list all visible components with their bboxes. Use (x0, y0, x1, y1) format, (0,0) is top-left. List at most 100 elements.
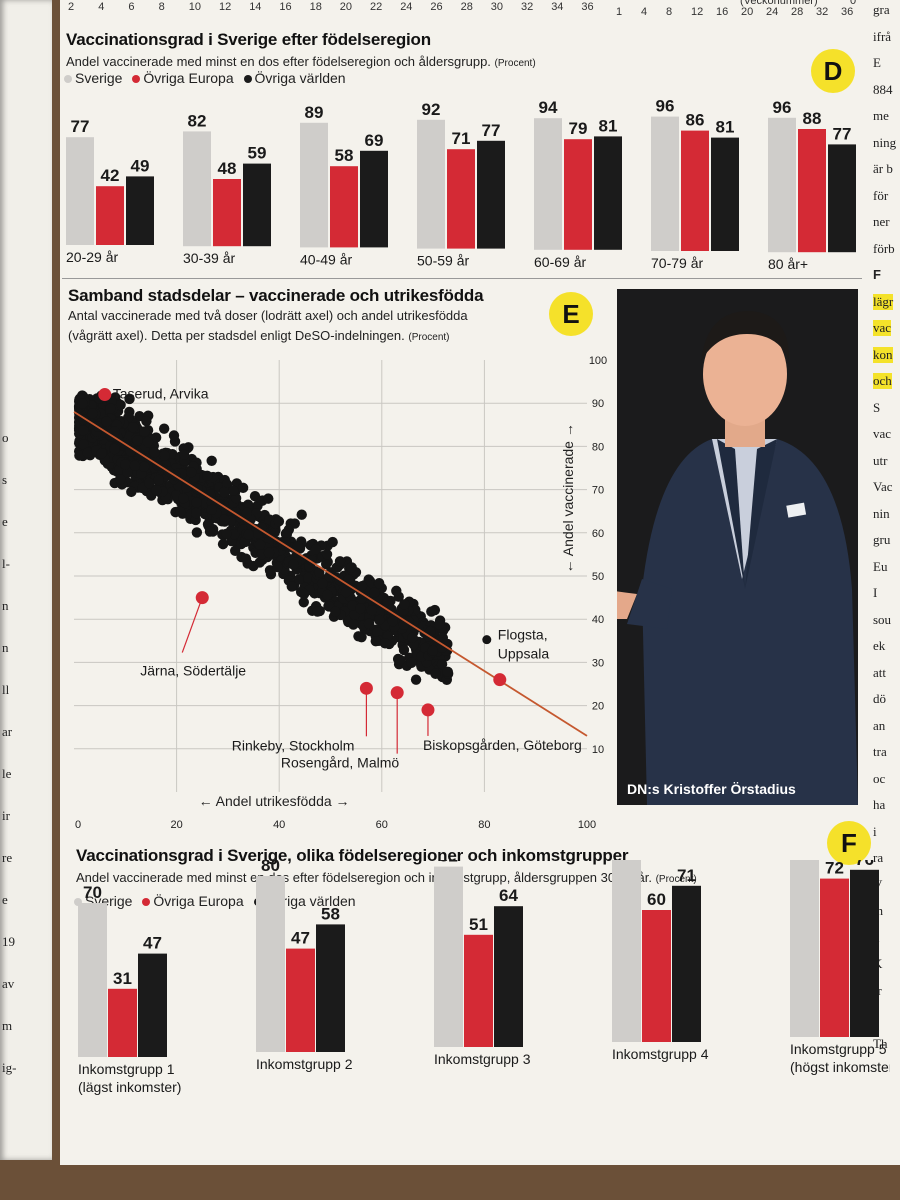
scatter-point (426, 606, 437, 617)
reporter-photo: DN:s Kristoffer Örstadius (617, 289, 858, 805)
right-column-fragment: att (873, 664, 886, 680)
legend-dot-varlden (243, 74, 252, 83)
scatter-point (353, 631, 364, 642)
left-page-fragment: o (2, 430, 9, 445)
scatter-point (427, 645, 439, 656)
bar-övriga-världen (477, 140, 505, 249)
scatter-point (78, 439, 89, 450)
legend-f-varlden: Övriga världen (264, 893, 356, 909)
top-tick-label: 32 (521, 1, 534, 13)
chart-f: 70 31 47 Inkomstgrupp 1 (lägst inkomster) 80 4… (78, 860, 890, 1095)
left-page-fragment: ll (2, 682, 10, 697)
right-column-fragment: gru (873, 532, 891, 547)
right-column-fragment: vac (873, 320, 892, 336)
scatter-point (191, 527, 203, 538)
left-page-fragment: n (2, 598, 9, 613)
highlight-point (421, 703, 435, 717)
week-tick-label: 8 (666, 6, 673, 18)
legend-sverige: Sverige (75, 70, 123, 86)
bar-övriga-världen (494, 906, 523, 1047)
scatter-point (434, 618, 445, 630)
bar-sverige (66, 137, 94, 245)
scatter-point (78, 425, 89, 436)
bar-value-label: 94 (539, 100, 558, 117)
left-page-fragment: av (2, 976, 15, 991)
scatter-point (230, 545, 241, 557)
right-column-fragment: dö (873, 691, 886, 706)
top-tick-label: 16 (279, 1, 292, 13)
top-tick-label: 12 (219, 1, 232, 13)
top-tick-label: 30 (490, 1, 504, 13)
scatter-point (322, 589, 333, 601)
right-column-fragment: Vac (873, 479, 893, 494)
left-page-fragment: s (2, 472, 8, 487)
bar-övriga-europa (108, 988, 137, 1057)
scatter-point (407, 632, 418, 643)
bar-value-label: 48 (218, 159, 237, 178)
scatter-point (124, 393, 135, 405)
section-e-subtitle-2: (vågrätt axel). Detta per stadsdel enlig… (68, 328, 450, 343)
section-e-subtitle-1: Antal vaccinerade med två doser (lodrätt… (68, 308, 468, 323)
scatter-point (206, 455, 217, 466)
scatter-point (228, 529, 240, 540)
bar-sverige (534, 118, 562, 250)
x-axis-label: ← Andel utrikesfödda → (199, 793, 350, 809)
week-tick-label: 1 (616, 6, 623, 18)
scatter-point (153, 474, 165, 486)
bar-value-label: 76 (855, 860, 874, 869)
chart-d: 77 42 49 20-29 år 82 48 59 30-39 år 89 58 69 40-49 … (66, 100, 856, 272)
scatter-point (175, 506, 186, 517)
category-label: (högst inkomster) (790, 1059, 890, 1075)
highlight-label: Rinkeby, Stockholm (232, 737, 355, 753)
scatter-point (436, 658, 448, 670)
scatter-point (138, 461, 150, 472)
top-tick-label: 10 (188, 1, 202, 13)
bar-value-label: 96 (656, 100, 675, 116)
scatter-point (346, 562, 357, 573)
highlight-point (359, 681, 373, 695)
left-page-fragment: le (2, 766, 12, 781)
category-label: Inkomstgrupp 5 (790, 1041, 887, 1057)
y-tick-label: 90 (592, 398, 604, 410)
bar-value-label: 81 (599, 116, 618, 135)
scatter-point (288, 559, 299, 570)
week-number-label: (Veckonummer) (740, 0, 818, 7)
scatter-point (142, 436, 154, 448)
scatter-point (363, 618, 375, 629)
left-page-fragment: 19 (2, 934, 15, 949)
bar-sverige (300, 122, 328, 248)
bar-övriga-världen (672, 885, 701, 1042)
category-label: (lägst inkomster) (78, 1079, 181, 1095)
bar-value-label: 88 (803, 109, 822, 128)
bar-sverige (790, 860, 819, 1037)
flogsta-marker (482, 635, 492, 645)
section-f-legend: Sverige Övriga Europa Övriga världen (68, 893, 356, 909)
y-tick-label: 40 (592, 614, 604, 626)
scatter-point (168, 430, 180, 441)
scatter-point (241, 507, 253, 519)
scatter-point (101, 416, 112, 427)
bar-value-label: 69 (365, 131, 384, 150)
right-column-fragment: me (873, 108, 889, 123)
scatter-point (109, 443, 120, 455)
category-label: 70-79 år (651, 255, 703, 271)
scatter-point (286, 581, 297, 592)
y-axis-label: ← Andel vaccinerade → (560, 423, 576, 573)
y-tick-label: 10 (592, 744, 604, 756)
bar-övriga-europa (447, 149, 475, 249)
bar-övriga-världen (594, 136, 622, 250)
scatter-point (167, 449, 178, 460)
section-f-subtitle: Andel vaccinerade med minst en dos efter… (76, 870, 697, 885)
highlight-label: Flogsta, (498, 627, 548, 643)
scatter-point (272, 561, 283, 573)
bar-övriga-europa (96, 186, 124, 245)
scatter-point (410, 674, 422, 685)
bar-value-label: 58 (321, 904, 340, 923)
scatter-point (263, 547, 275, 559)
left-page-fragment: m (2, 1018, 13, 1033)
right-column-fragment: ning (873, 134, 897, 150)
section-d-legend: Sverige Övriga Europa Övriga världen (58, 70, 346, 86)
scatter-point (398, 644, 410, 656)
scatter-point (340, 586, 352, 598)
bar-sverige (651, 116, 679, 251)
